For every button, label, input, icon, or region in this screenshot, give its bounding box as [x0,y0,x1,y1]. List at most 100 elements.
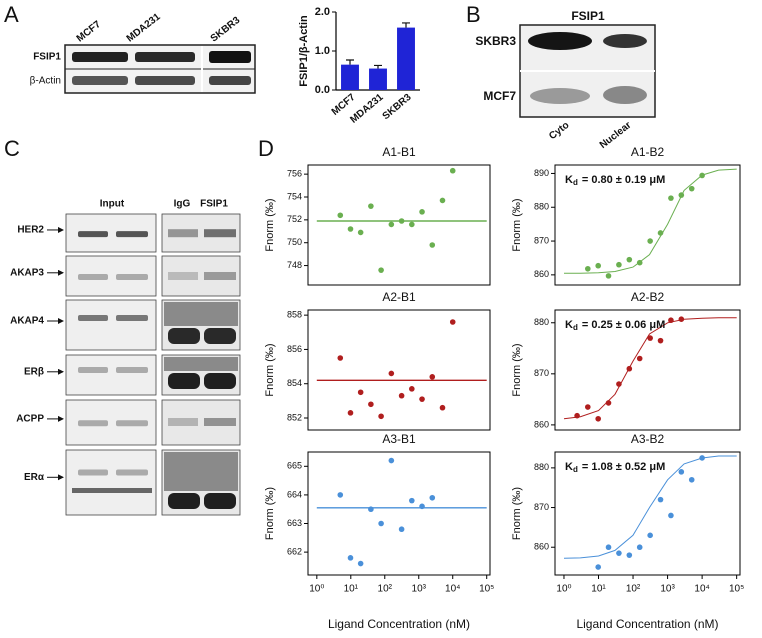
x-tick-label: 10¹ [344,584,359,595]
blot-strip [161,255,241,297]
bar [341,64,359,90]
data-point [409,221,415,228]
row-label: ERα [24,472,45,483]
y-tick-label: 858 [287,310,302,320]
y-axis-label: Fnorm (‰) [511,343,523,396]
x-tick-label: 10¹ [591,584,606,595]
data-point [678,192,685,198]
lane-label: SKBR3 [209,15,243,45]
band [204,373,236,389]
y-tick-label: 665 [287,461,302,471]
data-point [616,261,622,268]
data-point [398,526,405,533]
annotation-part: d [573,178,578,187]
band [204,418,236,426]
band [78,315,108,321]
lane-label: MCF7 [75,19,104,45]
x-tick-label: 10³ [412,584,427,595]
y-tick-label: 752 [287,214,302,224]
data-point [668,317,674,324]
y-tick-label: 756 [287,169,302,179]
data-point [585,265,591,272]
band [204,272,236,280]
data-point [636,355,643,362]
band [78,231,108,238]
plot-frame [307,164,491,286]
y-axis-label: Fnorm (‰) [511,198,523,251]
band [72,488,152,493]
panel-label: B [466,2,481,27]
y-tick-label: 1.0 [315,45,330,57]
data-point [357,229,364,236]
data-point [398,218,405,224]
annotation-part: = 0.25 ± 0.06 μM [582,319,665,331]
data-point [388,457,395,464]
y-tick-label: 854 [287,378,302,388]
y-tick-label: 860 [534,542,549,552]
annotation: Kd = 0.25 ± 0.06 μM [565,319,665,332]
data-point [378,267,384,273]
fit-line [564,168,737,274]
data-point [409,497,415,504]
chart-title: A3-B1 [382,432,416,446]
data-point [347,226,354,232]
data-point [616,381,622,387]
data-point [668,512,674,519]
y-tick-label: 2.0 [315,6,330,18]
y-tick-label: 880 [534,202,549,212]
band [164,357,238,371]
row-label: ACPP [16,414,44,425]
chart-title: A3-B2 [631,432,665,446]
data-point [429,242,436,248]
panel-label: D [258,136,274,161]
chart-title: A1-B2 [631,145,665,159]
band [116,274,148,280]
row-label: AKAP3 [10,267,44,278]
data-point [409,386,415,392]
data-point [626,256,633,263]
y-axis-label: Fnorm (‰) [264,343,276,396]
x-tick-label: 10⁵ [729,584,744,595]
x-tick-label: 10² [626,584,641,595]
data-point [636,544,643,551]
data-point [605,273,612,279]
chart-title: A2-B1 [382,290,416,304]
x-axis-label: Ligand Concentration (nM) [576,617,718,631]
annotation-part: = 1.08 ± 0.52 μM [582,461,665,473]
data-point [678,316,685,322]
y-tick-label: 856 [287,344,302,354]
data-point [378,413,384,420]
band [168,272,198,280]
data-point [574,412,580,419]
band [116,315,148,321]
data-point [636,259,643,266]
y-tick-label: 663 [287,518,302,528]
data-point [605,544,612,551]
column-header: IgG [174,199,191,210]
x-tick-label: 10⁰ [556,584,571,595]
panel-label: C [4,136,20,161]
plot-frame [307,451,491,576]
bar [369,68,387,90]
row-label: ERβ [24,366,44,377]
data-point [429,494,436,501]
chart-title: A1-B1 [382,145,416,159]
y-tick-label: 860 [534,419,549,429]
lane-label: MDA231 [125,11,163,44]
row-label: SKBR3 [475,34,516,48]
fit-line [563,455,737,559]
annotation: Kd = 1.08 ± 0.52 μM [565,461,665,474]
data-point [368,506,374,513]
data-point [699,455,705,461]
blot-a [64,44,256,94]
error-bar [374,64,382,69]
y-tick-label: 870 [534,235,549,245]
blot-strip [65,299,157,351]
band [116,231,148,238]
band [116,469,148,476]
data-point [357,560,364,567]
data-point [388,370,395,377]
x-tick-label: 10⁴ [694,584,709,595]
column-header: Input [100,199,125,210]
